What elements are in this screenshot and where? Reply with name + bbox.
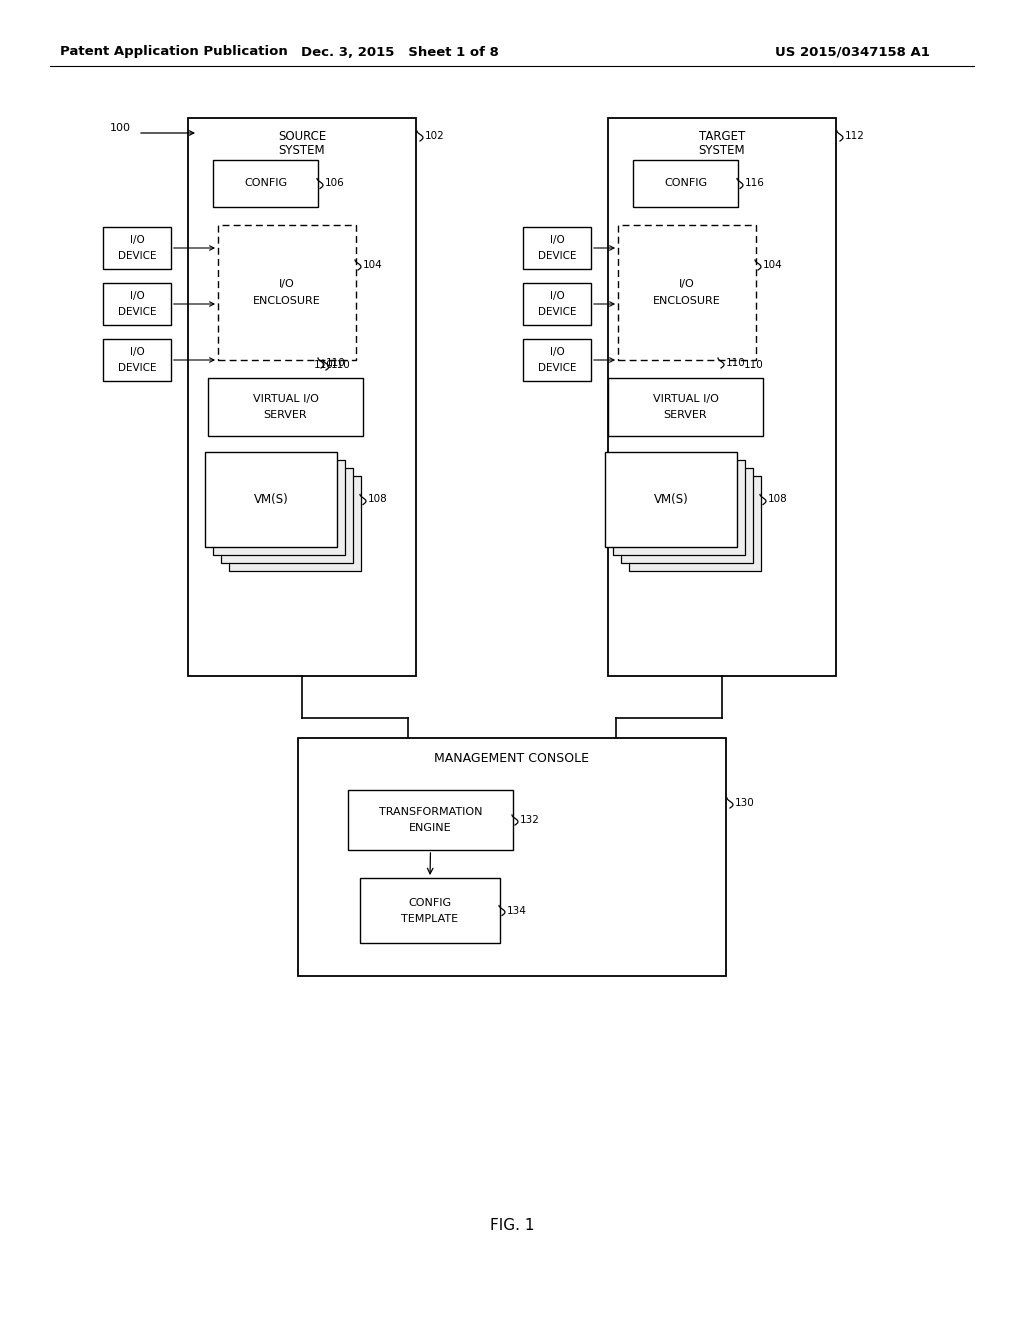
Bar bbox=[608, 378, 763, 436]
Bar bbox=[229, 477, 361, 572]
Bar bbox=[221, 469, 353, 564]
Bar bbox=[608, 117, 836, 676]
Bar bbox=[523, 227, 591, 269]
Bar bbox=[523, 282, 591, 325]
Text: 108: 108 bbox=[768, 495, 787, 504]
Text: ENCLOSURE: ENCLOSURE bbox=[653, 296, 721, 305]
Text: DEVICE: DEVICE bbox=[538, 251, 577, 261]
Text: 110: 110 bbox=[744, 360, 764, 370]
Bar bbox=[348, 789, 513, 850]
Text: 134: 134 bbox=[507, 906, 527, 916]
Bar bbox=[213, 160, 318, 207]
Text: DEVICE: DEVICE bbox=[538, 308, 577, 317]
Text: 132: 132 bbox=[520, 814, 540, 825]
Bar bbox=[103, 339, 171, 381]
Text: 110: 110 bbox=[314, 360, 334, 370]
Text: 106: 106 bbox=[325, 178, 345, 189]
Text: TEMPLATE: TEMPLATE bbox=[401, 913, 459, 924]
Text: US 2015/0347158 A1: US 2015/0347158 A1 bbox=[775, 45, 930, 58]
Text: DEVICE: DEVICE bbox=[118, 251, 157, 261]
Text: VM(S): VM(S) bbox=[254, 492, 289, 506]
Bar bbox=[613, 459, 745, 554]
Bar bbox=[633, 160, 738, 207]
Bar bbox=[208, 378, 362, 436]
Bar bbox=[360, 878, 500, 942]
Text: VM(S): VM(S) bbox=[653, 492, 688, 506]
Text: I/O: I/O bbox=[130, 347, 144, 356]
Text: TARGET: TARGET bbox=[698, 129, 745, 143]
Text: SERVER: SERVER bbox=[664, 411, 708, 420]
Text: 112: 112 bbox=[845, 131, 865, 141]
Bar bbox=[298, 738, 726, 975]
Text: 130: 130 bbox=[735, 799, 755, 808]
Text: 110: 110 bbox=[726, 358, 745, 368]
Text: 100: 100 bbox=[110, 123, 130, 133]
Text: MANAGEMENT CONSOLE: MANAGEMENT CONSOLE bbox=[434, 751, 590, 764]
Bar bbox=[218, 224, 356, 360]
Text: ENGINE: ENGINE bbox=[410, 822, 452, 833]
Text: TRANSFORMATION: TRANSFORMATION bbox=[379, 807, 482, 817]
Text: I/O: I/O bbox=[679, 280, 695, 289]
Text: I/O: I/O bbox=[550, 347, 564, 356]
Bar bbox=[103, 282, 171, 325]
Text: 116: 116 bbox=[745, 178, 765, 189]
Text: VIRTUAL I/O: VIRTUAL I/O bbox=[652, 393, 719, 404]
Text: Dec. 3, 2015   Sheet 1 of 8: Dec. 3, 2015 Sheet 1 of 8 bbox=[301, 45, 499, 58]
Bar bbox=[103, 227, 171, 269]
Text: I/O: I/O bbox=[550, 290, 564, 301]
Text: 110: 110 bbox=[331, 360, 351, 370]
Text: I/O: I/O bbox=[130, 290, 144, 301]
Text: Patent Application Publication: Patent Application Publication bbox=[60, 45, 288, 58]
Text: 104: 104 bbox=[763, 260, 782, 271]
Text: VIRTUAL I/O: VIRTUAL I/O bbox=[253, 393, 318, 404]
Text: SYSTEM: SYSTEM bbox=[698, 144, 745, 157]
Bar bbox=[188, 117, 416, 676]
Text: SYSTEM: SYSTEM bbox=[279, 144, 326, 157]
Text: CONFIG: CONFIG bbox=[409, 898, 452, 908]
Text: 102: 102 bbox=[425, 131, 444, 141]
Text: DEVICE: DEVICE bbox=[118, 363, 157, 374]
Bar bbox=[621, 469, 753, 564]
Bar bbox=[629, 477, 761, 572]
Text: SOURCE: SOURCE bbox=[278, 129, 326, 143]
Text: CONFIG: CONFIG bbox=[664, 178, 707, 189]
Bar bbox=[213, 459, 345, 554]
Text: CONFIG: CONFIG bbox=[244, 178, 287, 189]
Text: I/O: I/O bbox=[550, 235, 564, 246]
Text: I/O: I/O bbox=[130, 235, 144, 246]
Text: DEVICE: DEVICE bbox=[538, 363, 577, 374]
Text: 110: 110 bbox=[326, 358, 346, 368]
Bar bbox=[618, 224, 756, 360]
Text: 104: 104 bbox=[362, 260, 383, 271]
Text: SERVER: SERVER bbox=[264, 411, 307, 420]
Bar bbox=[523, 339, 591, 381]
Bar bbox=[605, 451, 737, 546]
Text: I/O: I/O bbox=[280, 280, 295, 289]
Bar bbox=[205, 451, 337, 546]
Text: DEVICE: DEVICE bbox=[118, 308, 157, 317]
Text: FIG. 1: FIG. 1 bbox=[489, 1217, 535, 1233]
Text: 108: 108 bbox=[368, 495, 388, 504]
Text: ENCLOSURE: ENCLOSURE bbox=[253, 296, 321, 305]
